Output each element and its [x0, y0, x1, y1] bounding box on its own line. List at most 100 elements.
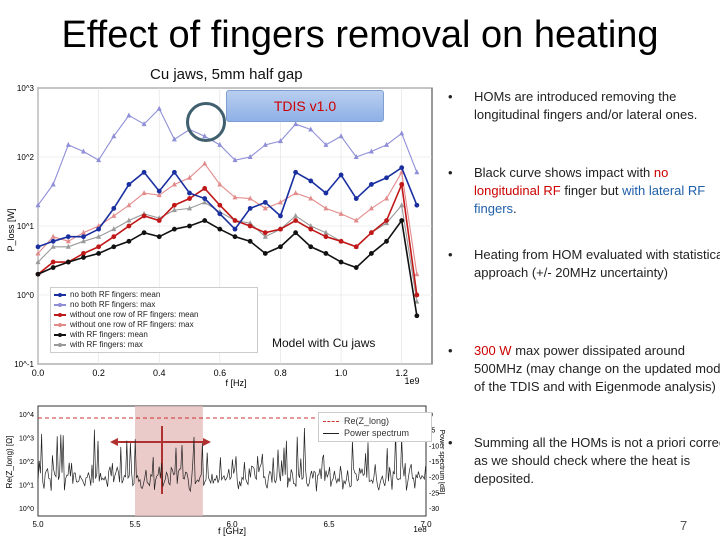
series-marker [50, 181, 56, 187]
series-marker [50, 243, 56, 249]
y-tick-label: 10^-1 [14, 360, 34, 369]
x-tick-label: 0.6 [214, 368, 227, 378]
series-lines [35, 105, 420, 319]
series-marker [35, 244, 41, 250]
bullet-dot-icon: • [448, 89, 453, 104]
series-marker [277, 199, 283, 205]
series-marker [278, 226, 283, 232]
bullet-dot-icon: • [448, 435, 453, 450]
series-marker [368, 205, 374, 211]
legend-item: without one row of RF fingers: mean [54, 310, 254, 320]
series-marker [338, 210, 344, 216]
legend-swatch [54, 303, 66, 307]
bullet-dot-icon: • [448, 343, 453, 358]
x-axis-label: f [Hz] [225, 378, 246, 388]
series-marker [35, 259, 41, 265]
series-marker [202, 186, 208, 191]
series-marker [50, 238, 56, 244]
y-tick-label: 10^1 [17, 222, 35, 231]
x-scale-label-2: 1e8 [413, 525, 427, 534]
y-tick-label: 10^3 [17, 84, 35, 93]
series-marker [35, 271, 41, 277]
series-marker [171, 202, 177, 208]
series-marker [80, 229, 86, 235]
series-marker [187, 223, 192, 229]
x-tick-label: 5.0 [32, 520, 44, 529]
series-marker [384, 218, 389, 223]
series-marker [262, 251, 268, 256]
series-marker [156, 105, 162, 111]
series-marker [399, 130, 405, 136]
y-tick-label: 10^2 [17, 153, 35, 162]
y-tick-label-right: -30 [429, 506, 439, 513]
series-marker [232, 234, 238, 240]
series-marker [202, 199, 208, 205]
axes-ticks: 0.0 0.2 0.4 0.6 0.8 1.0 1.2 10^-1 10^0 10^1 10^2 10… [14, 84, 408, 378]
series-marker [96, 233, 102, 239]
series-marker [262, 199, 268, 205]
series-marker [338, 259, 344, 265]
series-marker [156, 218, 162, 223]
series-marker [126, 202, 132, 208]
series-marker [278, 213, 283, 219]
bullet-text: Heating from HOM evaluated with statisti… [474, 247, 720, 280]
series-marker [323, 229, 329, 235]
series-marker [217, 181, 223, 187]
series-marker [247, 223, 253, 229]
series-marker [111, 133, 117, 139]
y-tick-label-right: -25 [429, 490, 439, 497]
bullet-text: 300 W [474, 343, 512, 358]
series-marker [278, 244, 283, 250]
series-marker [50, 265, 56, 270]
series-marker [247, 238, 253, 244]
bullet-item: • Heating from HOM evaluated with statist… [448, 246, 720, 282]
series-marker [247, 205, 253, 211]
series-marker [399, 169, 405, 175]
y-tick-label: 10^2 [19, 459, 34, 466]
series-marker [65, 141, 71, 147]
series-marker [414, 292, 420, 298]
series-marker [399, 218, 405, 223]
bullet-text: with lateral RF fingers [474, 183, 706, 216]
y-tick-label-right: -5 [429, 428, 435, 435]
series-marker [111, 234, 117, 240]
series-marker [156, 192, 162, 198]
series-marker [368, 148, 374, 154]
series-marker [187, 196, 192, 201]
legend-item: no both RF fingers: max [54, 300, 254, 310]
series-marker [262, 230, 268, 236]
y-tick-label: 10^0 [17, 291, 35, 300]
series-marker [156, 234, 162, 240]
tdis-version-label: TDIS v1.0 [226, 90, 384, 122]
series-marker [202, 160, 208, 166]
series-marker [141, 169, 147, 175]
axes-ticks-2: 5.0 5.5 6.0 6.5 7.0 10^0 10^1 10^2 10^3 10^4 -30 -2… [19, 412, 439, 529]
series-marker [368, 230, 374, 236]
y-tick-label: 10^0 [19, 506, 34, 513]
series-marker [277, 138, 283, 144]
bullet-dot-icon: • [448, 165, 453, 180]
series-marker [232, 218, 238, 223]
series-marker [171, 136, 177, 142]
x-tick-label: 1.0 [335, 368, 348, 378]
x-tick-label: 0.4 [153, 368, 166, 378]
series-marker [202, 196, 208, 201]
highlight-circle [186, 102, 226, 142]
series-marker [308, 178, 314, 184]
series-marker [262, 205, 268, 211]
y-tick-label: 10^4 [19, 412, 34, 419]
series-marker [126, 217, 132, 223]
legend-label: with RF fingers: max [70, 340, 143, 349]
model-label: Model with Cu jaws [272, 336, 376, 350]
legend-label: with RF fingers: mean [70, 330, 148, 339]
bullet-text: . [513, 201, 517, 216]
series-marker [384, 175, 389, 181]
series-marker [126, 223, 132, 229]
series-marker [414, 271, 420, 277]
arrow-left-icon [110, 438, 118, 446]
legend-label: no both RF fingers: mean [70, 290, 161, 299]
series-marker [96, 226, 102, 232]
series-marker [65, 259, 71, 265]
series-marker [308, 226, 314, 232]
series-line [37, 166, 418, 248]
